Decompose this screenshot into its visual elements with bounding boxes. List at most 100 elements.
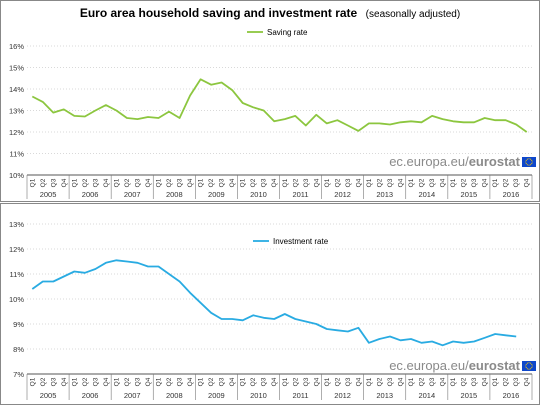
x-tick-quarter: Q4 <box>61 377 68 386</box>
x-tick-quarter: Q2 <box>208 377 215 386</box>
saving-rate-line <box>31 78 528 133</box>
x-tick-quarter: Q1 <box>240 178 247 187</box>
x-tick-year: 2011 <box>292 190 308 199</box>
x-tick-quarter: Q4 <box>355 178 362 187</box>
x-tick-year: 2014 <box>418 190 435 199</box>
x-tick-quarter: Q4 <box>313 377 320 386</box>
x-tick-quarter: Q3 <box>177 178 184 187</box>
saving-legend-label: Saving rate <box>267 28 308 37</box>
saving-x-axis: Q1 Q2 Q3 Q4 Q1 Q2 Q3 Q4 Q1 Q2 Q3 Q4 Q1 Q2 Q3 Q4 Q1 Q2 Q3 Q4… <box>26 175 533 199</box>
x-tick-quarter: Q1 <box>113 377 120 386</box>
x-tick-year: 2015 <box>461 391 478 400</box>
x-tick-quarter: Q1 <box>29 377 36 386</box>
x-tick-quarter: Q2 <box>166 377 173 386</box>
x-tick-quarter: Q4 <box>397 178 404 187</box>
saving-legend: Saving rate <box>247 28 308 37</box>
x-tick-quarter: Q1 <box>156 377 163 386</box>
chart-title-sub: (seasonally adjusted) <box>366 9 461 20</box>
y-tick-label: 12% <box>9 128 24 137</box>
x-tick-quarter: Q2 <box>461 377 468 386</box>
saving-branding-brand: eurostat <box>469 154 521 169</box>
y-tick-label: 13% <box>9 220 24 229</box>
chart-title: Euro area household saving and investmen… <box>80 4 460 21</box>
x-tick-quarter: Q4 <box>355 377 362 386</box>
x-tick-quarter: Q2 <box>334 377 341 386</box>
x-tick-quarter: Q3 <box>387 178 394 187</box>
x-tick-quarter: Q1 <box>282 377 289 386</box>
x-tick-quarter: Q2 <box>250 377 257 386</box>
eu-flag-star <box>531 161 533 163</box>
investment-rate-chart: 7%8%9%10%11%12%13% Q1 Q2 Q3 Q4 Q1 Q2 Q3 Q4 Q1 Q2 Q… <box>9 220 536 400</box>
x-tick-quarter: Q3 <box>513 178 520 187</box>
investment-y-axis: 7% 8% 9% 10% 11% 12% 13% <box>9 220 24 379</box>
x-tick-quarter: Q3 <box>134 178 141 187</box>
x-tick-year: 2010 <box>250 190 267 199</box>
x-tick-quarter: Q1 <box>240 377 247 386</box>
x-tick-quarter: Q3 <box>261 377 268 386</box>
x-tick-year: 2016 <box>503 391 520 400</box>
x-tick-quarter: Q4 <box>397 377 404 386</box>
eu-flag-icon <box>522 361 536 371</box>
x-tick-quarter: Q1 <box>366 178 373 187</box>
x-tick-quarter: Q1 <box>450 377 457 386</box>
x-tick-quarter: Q1 <box>450 178 457 187</box>
x-tick-quarter: Q2 <box>292 377 299 386</box>
eu-flag-star <box>531 163 533 165</box>
x-tick-quarter: Q2 <box>376 178 383 187</box>
x-tick-year: 2013 <box>376 190 393 199</box>
x-tick-quarter: Q4 <box>482 377 489 386</box>
eu-flag-star <box>531 367 533 369</box>
x-tick-quarter: Q4 <box>524 377 531 386</box>
y-tick-label: 8% <box>13 345 24 354</box>
x-tick-year: 2015 <box>461 190 478 199</box>
x-tick-quarter: Q3 <box>134 377 141 386</box>
x-tick-quarter: Q2 <box>461 178 468 187</box>
x-tick-quarter: Q1 <box>113 178 120 187</box>
x-tick-quarter: Q3 <box>219 178 226 187</box>
saving-rate-chart: 10%11%12%13%14%15%16% Q1 Q2 Q3 Q4 Q1 Q2 Q3 Q4 Q1… <box>9 28 536 199</box>
x-tick-quarter: Q2 <box>292 178 299 187</box>
x-tick-year: 2007 <box>124 190 141 199</box>
y-tick-label: 12% <box>9 245 24 254</box>
x-tick-year: 2016 <box>503 190 520 199</box>
x-tick-quarter: Q3 <box>92 178 99 187</box>
x-tick-quarter: Q2 <box>124 377 131 386</box>
x-tick-quarter: Q4 <box>103 178 110 187</box>
x-tick-quarter: Q3 <box>92 377 99 386</box>
x-tick-quarter: Q1 <box>198 377 205 386</box>
x-tick-quarter: Q2 <box>503 178 510 187</box>
saving-y-axis: 10% 11% 12% 13% 14% 15% 16% <box>9 42 24 180</box>
x-tick-quarter: Q2 <box>166 178 173 187</box>
x-tick-quarter: Q1 <box>156 178 163 187</box>
eu-flag-star <box>531 365 533 367</box>
x-tick-quarter: Q4 <box>103 377 110 386</box>
x-tick-quarter: Q4 <box>482 178 489 187</box>
x-tick-quarter: Q2 <box>208 178 215 187</box>
x-tick-quarter: Q3 <box>429 178 436 187</box>
x-tick-quarter: Q4 <box>271 377 278 386</box>
x-tick-year: 2014 <box>418 391 435 400</box>
eu-flag-background <box>522 157 536 167</box>
x-tick-quarter: Q1 <box>408 178 415 187</box>
x-tick-quarter: Q4 <box>145 178 152 187</box>
x-tick-quarter: Q3 <box>303 377 310 386</box>
x-tick-year: 2009 <box>208 391 225 400</box>
eu-flag-star <box>525 367 527 369</box>
eu-flag-star <box>528 164 530 166</box>
x-tick-quarter: Q2 <box>419 178 426 187</box>
x-tick-year: 2006 <box>82 391 99 400</box>
x-tick-quarter: Q4 <box>187 377 194 386</box>
eu-flag-star <box>528 158 530 160</box>
x-tick-quarter: Q1 <box>366 377 373 386</box>
eu-flag-star <box>526 368 528 370</box>
eu-flag-star <box>525 161 527 163</box>
x-tick-quarter: Q3 <box>177 377 184 386</box>
eu-flag-star <box>526 164 528 166</box>
x-tick-quarter: Q2 <box>124 178 131 187</box>
x-tick-year: 2005 <box>40 190 57 199</box>
y-tick-label: 14% <box>9 85 24 94</box>
x-tick-year: 2009 <box>208 190 225 199</box>
eu-flag-star <box>526 362 528 364</box>
investment-branding-text: ec.europa.eu/eurostat <box>389 358 520 373</box>
x-tick-quarter: Q3 <box>50 377 57 386</box>
